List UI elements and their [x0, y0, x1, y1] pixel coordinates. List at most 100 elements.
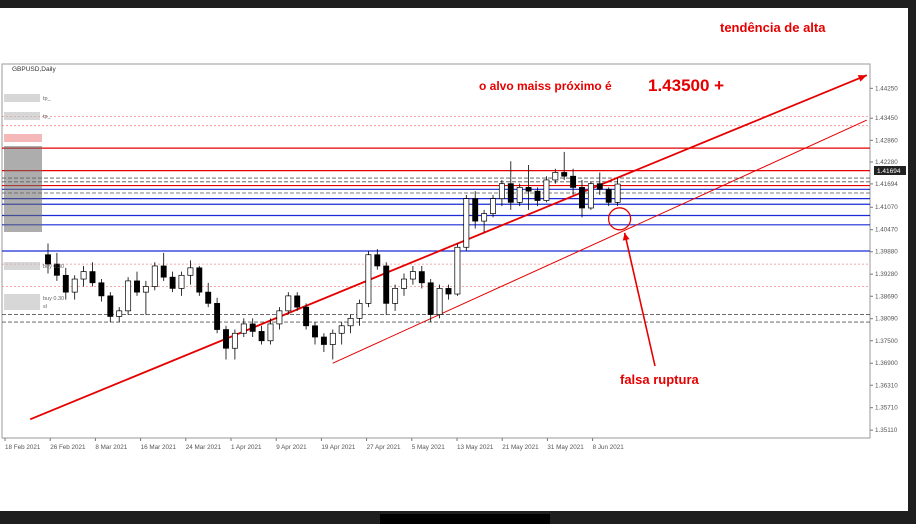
- candle-body: [507, 183, 514, 203]
- horizontal-levels: [2, 115, 870, 323]
- x-tick-label: 27 Apr 2021: [367, 444, 401, 451]
- x-tick-label: 9 Apr 2021: [276, 444, 307, 451]
- candle-body: [320, 336, 327, 345]
- y-tick-label: 1.36900: [875, 360, 898, 367]
- y-tick-label: 1.44250: [875, 85, 898, 92]
- candle-body: [107, 295, 114, 317]
- candle-body: [365, 254, 372, 304]
- price-badge-bg: [874, 166, 906, 175]
- price-chart: 1.44250 1.43450 1.42860 1.42280 1.41694 1.410…: [1, 20, 906, 451]
- candle-body: [525, 187, 532, 192]
- candle-body: [151, 265, 158, 287]
- symbol-title: GBPUSD,Daily: [12, 66, 56, 73]
- candle-body: [142, 286, 149, 293]
- order-tag-label: tp_: [43, 96, 52, 102]
- candle-body: [231, 332, 238, 349]
- order-stack-blur: [4, 146, 42, 232]
- candle-body: [463, 198, 470, 248]
- candle-body: [134, 280, 140, 293]
- candle-body: [125, 280, 132, 312]
- candle-body: [285, 295, 292, 312]
- candle-body: [205, 291, 212, 304]
- price-badge: 1.41694: [877, 168, 901, 175]
- order-tag-blur: [4, 294, 40, 302]
- y-tick-label: 1.36310: [875, 382, 898, 389]
- x-tick-label: 31 May 2021: [547, 444, 584, 451]
- candle-body: [89, 271, 96, 284]
- order-tag-label: sl: [43, 304, 47, 310]
- candle-body: [214, 303, 221, 330]
- x-tick-label: 21 May 2021: [502, 444, 539, 451]
- candle-body: [178, 274, 185, 289]
- y-tick-label: 1.39280: [875, 271, 898, 278]
- y-tick-label: 1.39880: [875, 249, 898, 256]
- candle-body: [160, 265, 167, 278]
- candle-body: [481, 213, 488, 222]
- candle-body: [472, 198, 479, 222]
- x-tick-label: 16 Mar 2021: [141, 444, 177, 451]
- candle-body: [445, 288, 452, 295]
- candle-body: [454, 246, 461, 295]
- x-tick-label: 8 Mar 2021: [95, 444, 127, 451]
- candle-body: [605, 188, 612, 203]
- y-tick-label: 1.43450: [875, 115, 898, 122]
- x-tick-label: 8 Jun 2021: [593, 444, 625, 451]
- candle-body: [490, 198, 496, 214]
- candle-body: [267, 323, 274, 342]
- chart-canvas: 1.44250 1.43450 1.42860 1.42280 1.41694 1.410…: [0, 8, 908, 511]
- y-tick-label: 1.38690: [875, 293, 898, 300]
- x-tick-label: 13 May 2021: [457, 444, 494, 451]
- candles: [45, 151, 621, 360]
- x-tick-label: 18 Feb 2021: [5, 444, 41, 451]
- candle-body: [427, 282, 434, 315]
- x-tick-label: 19 Apr 2021: [321, 444, 355, 451]
- order-tag-blur: [4, 302, 40, 310]
- target-text: o alvo maiss próximo é: [479, 79, 612, 93]
- candle-body: [418, 271, 425, 284]
- y-tick-label: 1.41694: [875, 181, 898, 188]
- axes: 1.44250 1.43450 1.42860 1.42280 1.41694 1.410…: [4, 85, 898, 451]
- candle-body: [276, 310, 283, 325]
- order-tag-label: buy 0.30: [43, 296, 64, 302]
- y-tick-label: 1.35110: [875, 427, 898, 434]
- trend-label: tendência de alta: [720, 20, 826, 35]
- candle-body: [392, 288, 399, 304]
- order-tag-blur: [4, 262, 40, 270]
- candle-body: [187, 267, 194, 276]
- candle-body: [534, 190, 541, 201]
- order-tag-label: tp_: [43, 114, 52, 120]
- candle-body: [347, 317, 354, 327]
- candle-body: [338, 325, 345, 334]
- candle-body: [116, 310, 123, 317]
- y-tick-label: 1.37500: [875, 338, 898, 345]
- y-tick-label: 1.41070: [875, 204, 898, 211]
- candle-body: [45, 254, 51, 265]
- candle-body: [587, 183, 594, 209]
- bottom-bar: [380, 514, 550, 524]
- order-tag-blur: [4, 112, 40, 120]
- candle-body: [223, 329, 229, 349]
- y-tick-label: 1.35710: [875, 405, 898, 412]
- order-tag-red: [4, 134, 42, 142]
- candle-body: [356, 303, 363, 319]
- trendline-upper: [29, 74, 868, 421]
- candle-body: [249, 323, 256, 332]
- x-tick-label: 1 Apr 2021: [231, 444, 262, 451]
- candle-body: [62, 274, 69, 293]
- candle-body: [543, 179, 550, 201]
- candle-body: [579, 187, 585, 209]
- candle-body: [329, 332, 336, 345]
- false-break-circle: [607, 207, 632, 231]
- candle-body: [561, 172, 568, 177]
- candle-body: [303, 306, 310, 327]
- y-tick-label: 1.38090: [875, 316, 898, 323]
- candle-body: [614, 183, 621, 203]
- false-break-arrowhead: [622, 232, 630, 241]
- candle-body: [312, 325, 318, 338]
- candle-body: [383, 265, 390, 304]
- candle-body: [401, 278, 407, 289]
- candle-body: [552, 172, 559, 181]
- candle-body: [258, 331, 265, 342]
- candle-body: [374, 254, 381, 267]
